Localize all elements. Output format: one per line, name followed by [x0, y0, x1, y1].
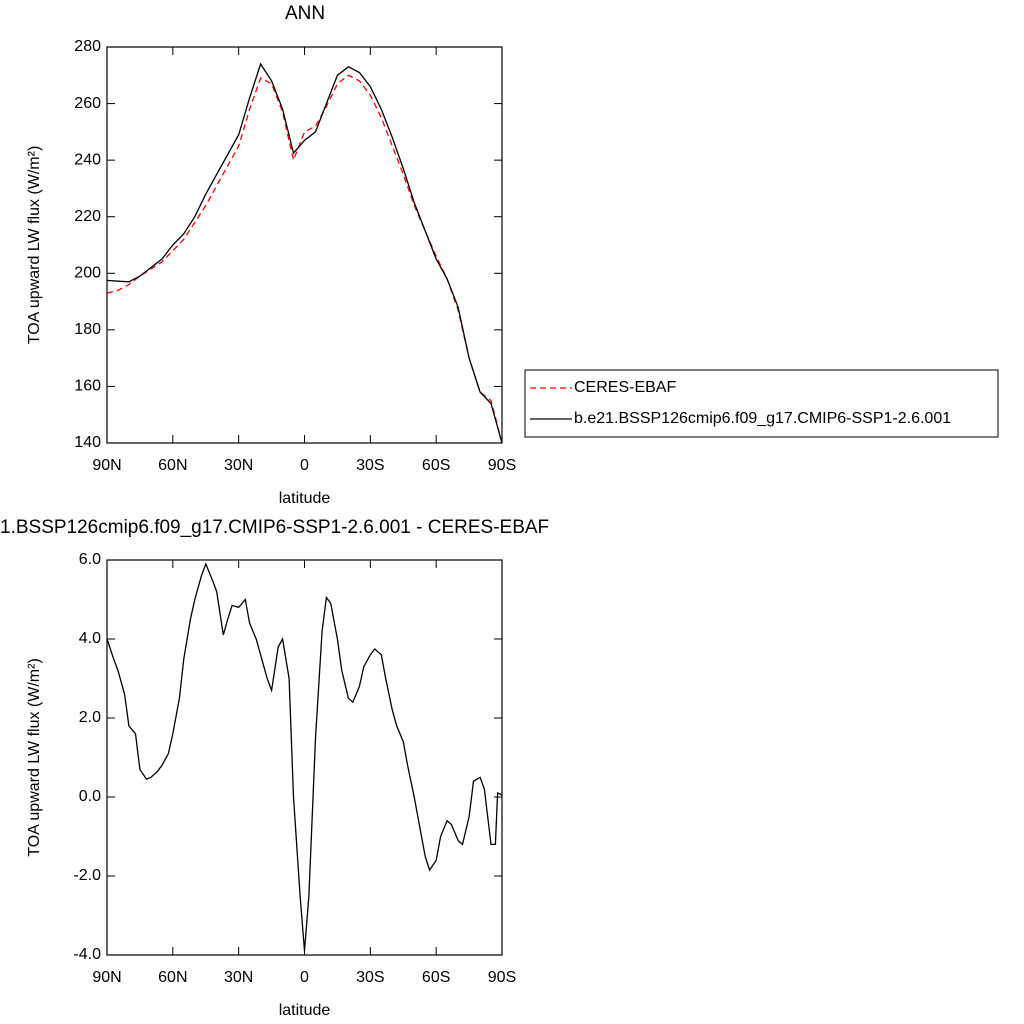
chart-title: ANN [285, 3, 325, 24]
x-tick-label: 30S [356, 457, 384, 474]
series-line [106, 62, 503, 444]
y-tick-label: -2.0 [73, 867, 101, 884]
series-line [106, 562, 503, 952]
series-line [106, 74, 503, 444]
x-tick-label: 90N [92, 457, 121, 474]
x-tick-label: 0 [300, 969, 309, 986]
y-tick-label: 160 [74, 378, 101, 395]
y-axis-label: TOA upward LW flux (W/m²) [26, 146, 43, 345]
x-tick-label: 30N [224, 969, 253, 986]
y-tick-label: 140 [74, 434, 101, 451]
y-tick-label: 260 [74, 95, 101, 112]
plot-frame [106, 46, 503, 444]
x-tick-label: 90N [92, 969, 121, 986]
y-tick-label: 2.0 [79, 709, 101, 726]
y-tick-label: 240 [74, 151, 101, 168]
y-tick-label: 4.0 [79, 630, 101, 647]
x-tick-label: 60S [422, 969, 450, 986]
y-tick-label: 180 [74, 321, 101, 338]
y-tick-label: 220 [74, 208, 101, 225]
x-tick-label: 30S [356, 969, 384, 986]
legend-label: b.e21.BSSP126cmip6.f09_g17.CMIP6-SSP1-2.… [574, 410, 951, 427]
y-tick-label: 200 [74, 265, 101, 282]
x-axis-label: latitude [279, 490, 331, 507]
x-tick-label: 90S [488, 969, 516, 986]
x-tick-label: 60N [158, 457, 187, 474]
plot-frame [106, 559, 503, 956]
x-tick-label: 60N [158, 969, 187, 986]
x-tick-label: 60S [422, 457, 450, 474]
x-axis-label: latitude [279, 1002, 331, 1019]
chart-title: 1.BSSP126cmip6.f09_g17.CMIP6-SSP1-2.6.00… [0, 517, 549, 538]
x-tick-label: 0 [300, 457, 309, 474]
y-tick-label: 6.0 [79, 551, 101, 568]
y-tick-label: -4.0 [73, 946, 101, 963]
legend-box [524, 369, 999, 438]
y-axis-label: TOA upward LW flux (W/m²) [26, 658, 43, 857]
y-tick-label: 280 [74, 38, 101, 55]
x-tick-label: 90S [488, 457, 516, 474]
legend-label: CERES-EBAF [574, 379, 676, 396]
y-tick-label: 0.0 [79, 788, 101, 805]
x-tick-label: 30N [224, 457, 253, 474]
